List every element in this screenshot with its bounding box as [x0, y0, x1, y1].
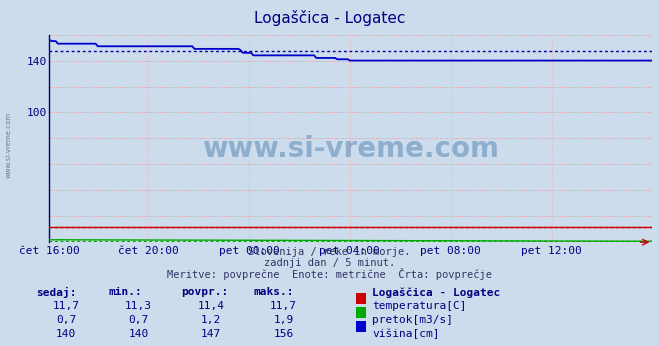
Text: www.si-vreme.com: www.si-vreme.com — [202, 135, 500, 163]
Text: 11,7: 11,7 — [270, 301, 297, 311]
Text: 140: 140 — [56, 329, 76, 339]
Text: 1,2: 1,2 — [201, 315, 221, 325]
Text: temperatura[C]: temperatura[C] — [372, 301, 467, 311]
Text: Logaščica - Logatec: Logaščica - Logatec — [254, 10, 405, 26]
Text: 11,7: 11,7 — [53, 301, 79, 311]
Text: pretok[m3/s]: pretok[m3/s] — [372, 315, 453, 325]
Text: Logaščica - Logatec: Logaščica - Logatec — [372, 287, 501, 298]
Text: 140: 140 — [129, 329, 148, 339]
Text: min.:: min.: — [109, 287, 142, 297]
Text: maks.:: maks.: — [254, 287, 294, 297]
Text: 156: 156 — [273, 329, 293, 339]
Text: Meritve: povprečne  Enote: metrične  Črta: povprečje: Meritve: povprečne Enote: metrične Črta:… — [167, 268, 492, 280]
Text: 1,9: 1,9 — [273, 315, 293, 325]
Text: višina[cm]: višina[cm] — [372, 329, 440, 339]
Text: zadnji dan / 5 minut.: zadnji dan / 5 minut. — [264, 258, 395, 268]
Text: www.si-vreme.com: www.si-vreme.com — [5, 112, 11, 179]
Text: 11,4: 11,4 — [198, 301, 224, 311]
Text: 0,7: 0,7 — [129, 315, 148, 325]
Text: 11,3: 11,3 — [125, 301, 152, 311]
Text: 0,7: 0,7 — [56, 315, 76, 325]
Text: 147: 147 — [201, 329, 221, 339]
Text: Slovenija / reke in morje.: Slovenija / reke in morje. — [248, 247, 411, 257]
Text: povpr.:: povpr.: — [181, 287, 229, 297]
Text: sedaj:: sedaj: — [36, 287, 76, 298]
